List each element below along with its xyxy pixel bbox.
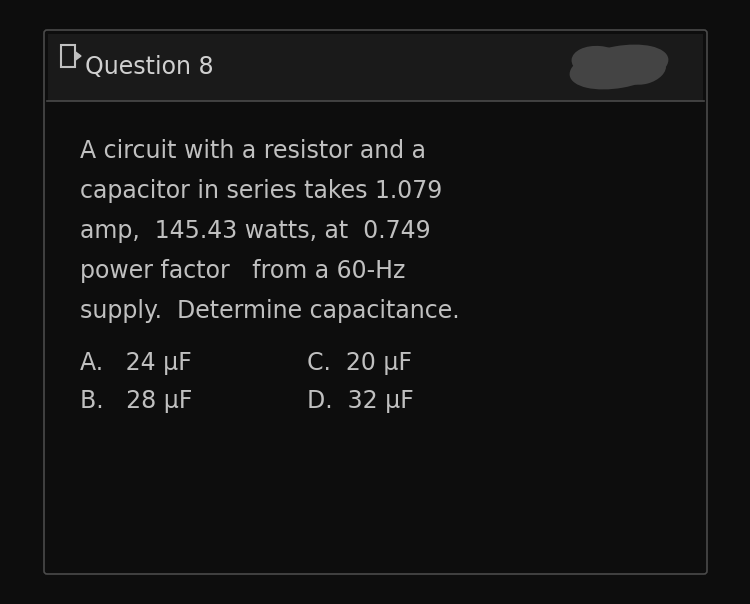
Text: Question 8: Question 8 bbox=[85, 55, 214, 79]
Text: B.   28 µF: B. 28 µF bbox=[80, 389, 192, 413]
Text: D.  32 µF: D. 32 µF bbox=[307, 389, 414, 413]
Bar bbox=[61, 45, 75, 67]
FancyBboxPatch shape bbox=[44, 30, 707, 574]
Ellipse shape bbox=[572, 46, 626, 78]
Text: amp,  145.43 watts, at  0.749: amp, 145.43 watts, at 0.749 bbox=[80, 219, 430, 243]
Text: power factor   from a 60-Hz: power factor from a 60-Hz bbox=[80, 259, 405, 283]
Text: A circuit with a resistor and a: A circuit with a resistor and a bbox=[80, 139, 426, 163]
Ellipse shape bbox=[622, 56, 666, 85]
Ellipse shape bbox=[569, 45, 668, 89]
Text: supply.  Determine capacitance.: supply. Determine capacitance. bbox=[80, 299, 460, 323]
Polygon shape bbox=[75, 51, 81, 60]
Text: capacitor in series takes 1.079: capacitor in series takes 1.079 bbox=[80, 179, 442, 203]
Text: C.  20 µF: C. 20 µF bbox=[307, 351, 412, 375]
Bar bbox=[48, 34, 703, 101]
Text: A.   24 µF: A. 24 µF bbox=[80, 351, 192, 375]
